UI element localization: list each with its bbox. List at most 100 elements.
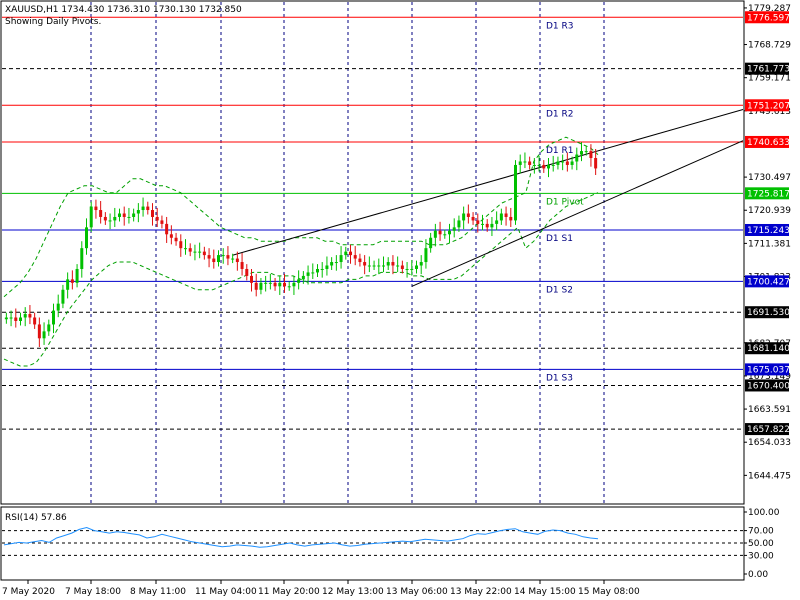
- candle-body[interactable]: [410, 268, 414, 270]
- candle-body[interactable]: [179, 241, 183, 249]
- candle-body[interactable]: [523, 161, 527, 163]
- candle-body[interactable]: [400, 265, 404, 269]
- candle-body[interactable]: [136, 210, 140, 214]
- candle-body[interactable]: [212, 258, 216, 263]
- candle-body[interactable]: [226, 255, 230, 259]
- candle-body[interactable]: [448, 230, 451, 235]
- candle-body[interactable]: [405, 268, 409, 270]
- candle-body[interactable]: [509, 216, 513, 221]
- candle-body[interactable]: [47, 324, 51, 332]
- candle-body[interactable]: [85, 227, 88, 249]
- candle-body[interactable]: [14, 317, 18, 321]
- candle-body[interactable]: [547, 164, 550, 169]
- candle-body[interactable]: [89, 206, 93, 228]
- candle-body[interactable]: [330, 262, 334, 266]
- candle-body[interactable]: [33, 317, 37, 325]
- candle-body[interactable]: [443, 234, 447, 236]
- candle-body[interactable]: [306, 272, 310, 276]
- candle-body[interactable]: [240, 262, 244, 269]
- candle-body[interactable]: [127, 216, 131, 218]
- candle-body[interactable]: [75, 268, 79, 283]
- candle-body[interactable]: [504, 213, 508, 217]
- candle-body[interactable]: [537, 164, 541, 166]
- candle-body[interactable]: [429, 237, 433, 249]
- candle-body[interactable]: [99, 210, 103, 217]
- candle-body[interactable]: [70, 279, 74, 283]
- candle-body[interactable]: [108, 220, 112, 222]
- candle-body[interactable]: [551, 164, 555, 166]
- candle-body[interactable]: [556, 161, 560, 165]
- candle-body[interactable]: [42, 331, 46, 339]
- candle-body[interactable]: [23, 314, 27, 318]
- candle-body[interactable]: [9, 317, 13, 319]
- candle-body[interactable]: [518, 161, 522, 165]
- candle-body[interactable]: [174, 237, 178, 242]
- candle-body[interactable]: [495, 220, 499, 224]
- candle-body[interactable]: [353, 255, 357, 259]
- candle-body[interactable]: [37, 324, 41, 339]
- candle-body[interactable]: [438, 230, 442, 235]
- candle-body[interactable]: [514, 164, 517, 221]
- candle-body[interactable]: [207, 255, 211, 259]
- candle-body[interactable]: [245, 268, 249, 276]
- candle-body[interactable]: [169, 234, 173, 238]
- candle-body[interactable]: [391, 262, 395, 266]
- candle-body[interactable]: [122, 213, 126, 217]
- candle-body[interactable]: [52, 310, 55, 325]
- candle-body[interactable]: [250, 275, 253, 283]
- candle-body[interactable]: [575, 154, 579, 162]
- candle-body[interactable]: [584, 151, 588, 153]
- candle-body[interactable]: [594, 158, 598, 169]
- candle-body[interactable]: [466, 213, 470, 217]
- candle-body[interactable]: [184, 248, 187, 250]
- candle-body[interactable]: [452, 227, 456, 231]
- candle-body[interactable]: [570, 161, 574, 165]
- candle-body[interactable]: [221, 255, 225, 257]
- candle-body[interactable]: [146, 206, 150, 211]
- candle-body[interactable]: [481, 223, 484, 225]
- candle-body[interactable]: [339, 255, 343, 263]
- candle-body[interactable]: [155, 216, 159, 221]
- candle-body[interactable]: [151, 210, 154, 217]
- candle-body[interactable]: [198, 251, 202, 253]
- candle-body[interactable]: [462, 213, 466, 221]
- candle-body[interactable]: [372, 265, 376, 267]
- candle-body[interactable]: [283, 282, 286, 287]
- candle-body[interactable]: [565, 161, 569, 165]
- candle-body[interactable]: [471, 216, 475, 221]
- candle-body[interactable]: [264, 282, 268, 284]
- candle-body[interactable]: [382, 265, 385, 267]
- candle-body[interactable]: [4, 317, 8, 320]
- candle-body[interactable]: [231, 258, 235, 260]
- candle-body[interactable]: [165, 223, 169, 235]
- candle-body[interactable]: [80, 248, 84, 269]
- candle-body[interactable]: [297, 279, 301, 283]
- candle-body[interactable]: [202, 251, 206, 256]
- candle-body[interactable]: [66, 279, 70, 290]
- candle-body[interactable]: [419, 262, 423, 266]
- candle-body[interactable]: [113, 216, 117, 221]
- candle-body[interactable]: [56, 303, 60, 311]
- candle-body[interactable]: [457, 220, 461, 228]
- candle-body[interactable]: [28, 314, 32, 318]
- candle-body[interactable]: [415, 265, 418, 269]
- channel-lower-line[interactable]: [411, 140, 744, 287]
- candle-body[interactable]: [259, 282, 263, 290]
- candle-body[interactable]: [349, 251, 352, 256]
- candle-body[interactable]: [320, 268, 324, 270]
- candle-body[interactable]: [490, 223, 494, 228]
- candle-body[interactable]: [396, 265, 400, 267]
- candle-body[interactable]: [235, 258, 239, 263]
- candle-body[interactable]: [217, 255, 220, 263]
- candle-body[interactable]: [377, 265, 381, 267]
- candle-body[interactable]: [160, 220, 164, 224]
- candle-body[interactable]: [188, 248, 192, 252]
- candle-body[interactable]: [528, 161, 532, 165]
- candle-body[interactable]: [561, 161, 565, 163]
- candle-body[interactable]: [367, 265, 371, 267]
- candle-body[interactable]: [61, 289, 65, 304]
- candle-body[interactable]: [273, 282, 277, 287]
- candle-body[interactable]: [311, 272, 315, 274]
- candle-body[interactable]: [433, 230, 437, 238]
